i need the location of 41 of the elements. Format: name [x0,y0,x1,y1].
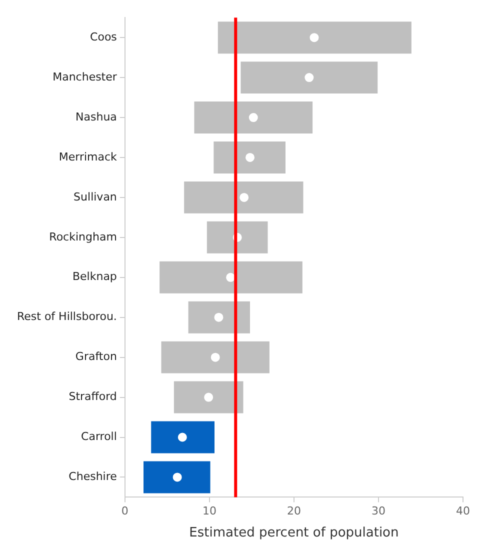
point [172,472,182,482]
y-tick-label: Coos [90,30,118,44]
bar [188,301,250,334]
point [178,432,187,442]
x-axis-title: Estimated percent of population [189,526,399,541]
bar [194,102,313,134]
y-tick-label: Rockingham [49,230,117,244]
y-tick-label: Strafford [68,390,117,404]
point [240,192,249,202]
y-tick-label: Nashua [76,110,117,124]
bar [160,261,302,294]
point [246,152,255,162]
y-tick-label: Cheshire [68,470,118,484]
x-tick-label: 10 [202,504,216,518]
point [310,33,319,42]
y-tick-label: Rest of Hillsborou. [16,310,117,324]
y-tick-label: Sullivan [74,190,117,204]
bar [174,381,244,414]
x-tick-label: 20 [286,504,301,518]
bar [144,461,210,494]
bar [151,421,215,454]
point [214,312,224,322]
y-tick-label: Merrimack [58,150,118,164]
point [204,392,214,402]
point [248,113,258,122]
bar [206,221,268,254]
point [210,352,220,362]
bar [240,62,378,94]
point [226,272,236,282]
bar [161,341,270,374]
x-tick-label: 30 [371,504,386,518]
y-tick-label: Belknap [72,270,117,284]
x-tick-label: 0 [121,504,128,518]
y-tick-label: Grafton [75,350,117,364]
y-tick-label: Carroll [81,430,117,444]
y-tick-label: Manchester [52,70,118,84]
bar [184,181,304,214]
x-tick-label: 40 [456,504,470,518]
bar [214,141,286,174]
bar [218,22,412,54]
point [304,73,314,82]
